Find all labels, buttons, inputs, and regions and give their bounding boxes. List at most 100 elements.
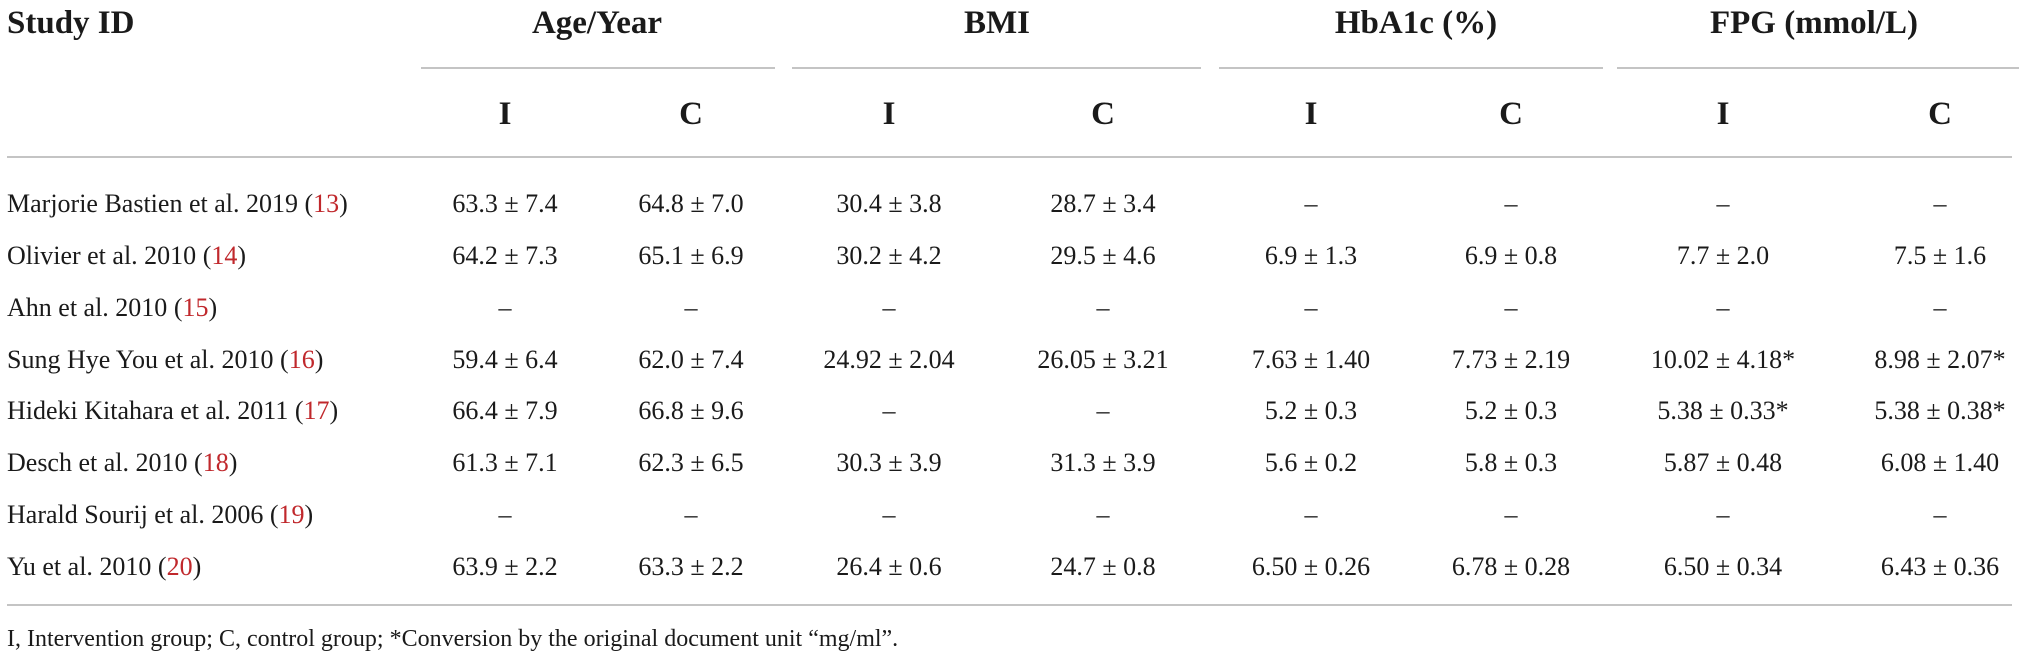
group-underline-bmi [792, 67, 1201, 69]
table-cell: 66.8 ± 9.6 [638, 396, 744, 425]
subheader-hba1c-c: C [1499, 96, 1523, 132]
study-name: Yu et al. 2010 (20) [7, 552, 202, 581]
subheader-fpg-c: C [1928, 96, 1952, 132]
reference-link[interactable]: 18 [202, 448, 229, 477]
table-cell: 64.2 ± 7.3 [452, 241, 558, 270]
table-cell: 30.2 ± 4.2 [836, 241, 942, 270]
table-cell: 61.3 ± 7.1 [452, 448, 558, 477]
study-name: Marjorie Bastien et al. 2019 (13) [7, 189, 348, 218]
table-cell: 66.4 ± 7.9 [452, 396, 558, 425]
table-bottom-rule [7, 604, 2012, 606]
group-underline-age [421, 67, 775, 69]
study-name: Sung Hye You et al. 2010 (16) [7, 345, 324, 374]
table-cell: 31.3 ± 3.9 [1050, 448, 1156, 477]
study-label: Marjorie Bastien et al. 2019 [7, 189, 298, 218]
table-cell: 5.8 ± 0.3 [1464, 448, 1558, 477]
study-name: Olivier et al. 2010 (14) [7, 241, 247, 270]
subheader-age-i: I [498, 96, 512, 132]
table-cell: – [498, 500, 512, 529]
study-label: Ahn et al. 2010 [7, 293, 168, 322]
table-cell: – [684, 500, 698, 529]
group-header-bmi: BMI [964, 5, 1030, 41]
group-underline-hba1c [1219, 67, 1603, 69]
table-cell: 65.1 ± 6.9 [638, 241, 744, 270]
table-cell: – [1716, 189, 1730, 218]
reference-link[interactable]: 19 [278, 500, 305, 529]
table-cell: 5.2 ± 0.3 [1264, 396, 1358, 425]
reference-link[interactable]: 15 [182, 293, 209, 322]
study-label: Desch et al. 2010 [7, 448, 188, 477]
table-cell: 7.73 ± 2.19 [1451, 345, 1571, 374]
table-cell: – [1304, 500, 1318, 529]
table-cell: 62.3 ± 6.5 [638, 448, 744, 477]
table-cell: – [498, 293, 512, 322]
study-label: Olivier et al. 2010 [7, 241, 197, 270]
group-header-age: Age/Year [531, 5, 663, 41]
study-name: Ahn et al. 2010 (15) [7, 293, 218, 322]
table-cell: 6.43 ± 0.36 [1880, 552, 2000, 581]
table-cell: 63.3 ± 2.2 [638, 552, 744, 581]
table-cell: – [1304, 293, 1318, 322]
table-cell: – [882, 396, 896, 425]
table-cell: 8.98 ± 2.07* [1874, 345, 2006, 374]
table-footnote: I, Intervention group; C, control group;… [7, 626, 899, 652]
subheader-age-c: C [679, 96, 703, 132]
table-cell: 6.9 ± 1.3 [1264, 241, 1358, 270]
table-cell: – [1716, 500, 1730, 529]
table-cell: 64.8 ± 7.0 [638, 189, 744, 218]
table-cell: 5.38 ± 0.38* [1874, 396, 2006, 425]
table-cell: 30.3 ± 3.9 [836, 448, 942, 477]
table-cell: – [1304, 189, 1318, 218]
study-name: Harald Sourij et al. 2006 (19) [7, 500, 314, 529]
table-cell: 63.9 ± 2.2 [452, 552, 558, 581]
reference-link[interactable]: 14 [211, 241, 238, 270]
study-label: Yu et al. 2010 [7, 552, 152, 581]
table-cell: 5.2 ± 0.3 [1464, 396, 1558, 425]
table-cell: 7.5 ± 1.6 [1893, 241, 1987, 270]
header-bottom-rule [7, 156, 2012, 158]
group-header-hba1c: HbA1c (%) [1334, 5, 1498, 41]
reference-link[interactable]: 17 [303, 396, 330, 425]
study-label: Hideki Kitahara et al. 2011 [7, 396, 289, 425]
reference-link[interactable]: 13 [313, 189, 340, 218]
table-cell: 6.08 ± 1.40 [1880, 448, 2000, 477]
table-cell: 6.50 ± 0.26 [1251, 552, 1371, 581]
reference-link[interactable]: 20 [166, 552, 193, 581]
table-cell: – [1933, 500, 1947, 529]
table-cell: – [1933, 189, 1947, 218]
table-cell: – [1096, 500, 1110, 529]
table-cell: 7.7 ± 2.0 [1676, 241, 1770, 270]
table-cell: – [882, 500, 896, 529]
table-cell: 5.6 ± 0.2 [1264, 448, 1358, 477]
table-cell: – [1933, 293, 1947, 322]
table-cell: 5.38 ± 0.33* [1657, 396, 1789, 425]
table-cell: 24.92 ± 2.04 [823, 345, 955, 374]
table-cell: 26.05 ± 3.21 [1037, 345, 1169, 374]
table-cell: 63.3 ± 7.4 [452, 189, 558, 218]
table-cell: – [882, 293, 896, 322]
subheader-hba1c-i: I [1304, 96, 1318, 132]
table-cell: 26.4 ± 0.6 [836, 552, 942, 581]
table-cell: 30.4 ± 3.8 [836, 189, 942, 218]
table-cell: 28.7 ± 3.4 [1050, 189, 1156, 218]
table-cell: 24.7 ± 0.8 [1050, 552, 1156, 581]
table-cell: 10.02 ± 4.18* [1650, 345, 1796, 374]
table-cell: – [684, 293, 698, 322]
table-cell: – [1504, 500, 1518, 529]
study-name: Hideki Kitahara et al. 2011 (17) [7, 396, 339, 425]
table-cell: 6.9 ± 0.8 [1464, 241, 1558, 270]
study-label: Harald Sourij et al. 2006 [7, 500, 264, 529]
group-header-fpg: FPG (mmol/L) [1709, 5, 1919, 41]
table-cell: 62.0 ± 7.4 [638, 345, 744, 374]
table-cell: 6.78 ± 0.28 [1451, 552, 1571, 581]
table-cell: – [1096, 396, 1110, 425]
reference-link[interactable]: 16 [288, 345, 315, 374]
table-cell: 6.50 ± 0.34 [1663, 552, 1783, 581]
table-cell: – [1716, 293, 1730, 322]
subheader-bmi-c: C [1091, 96, 1115, 132]
table-cell: 5.87 ± 0.48 [1663, 448, 1783, 477]
subheader-fpg-i: I [1716, 96, 1730, 132]
table-cell: – [1504, 189, 1518, 218]
table-cell: 7.63 ± 1.40 [1251, 345, 1371, 374]
table-cell: – [1096, 293, 1110, 322]
